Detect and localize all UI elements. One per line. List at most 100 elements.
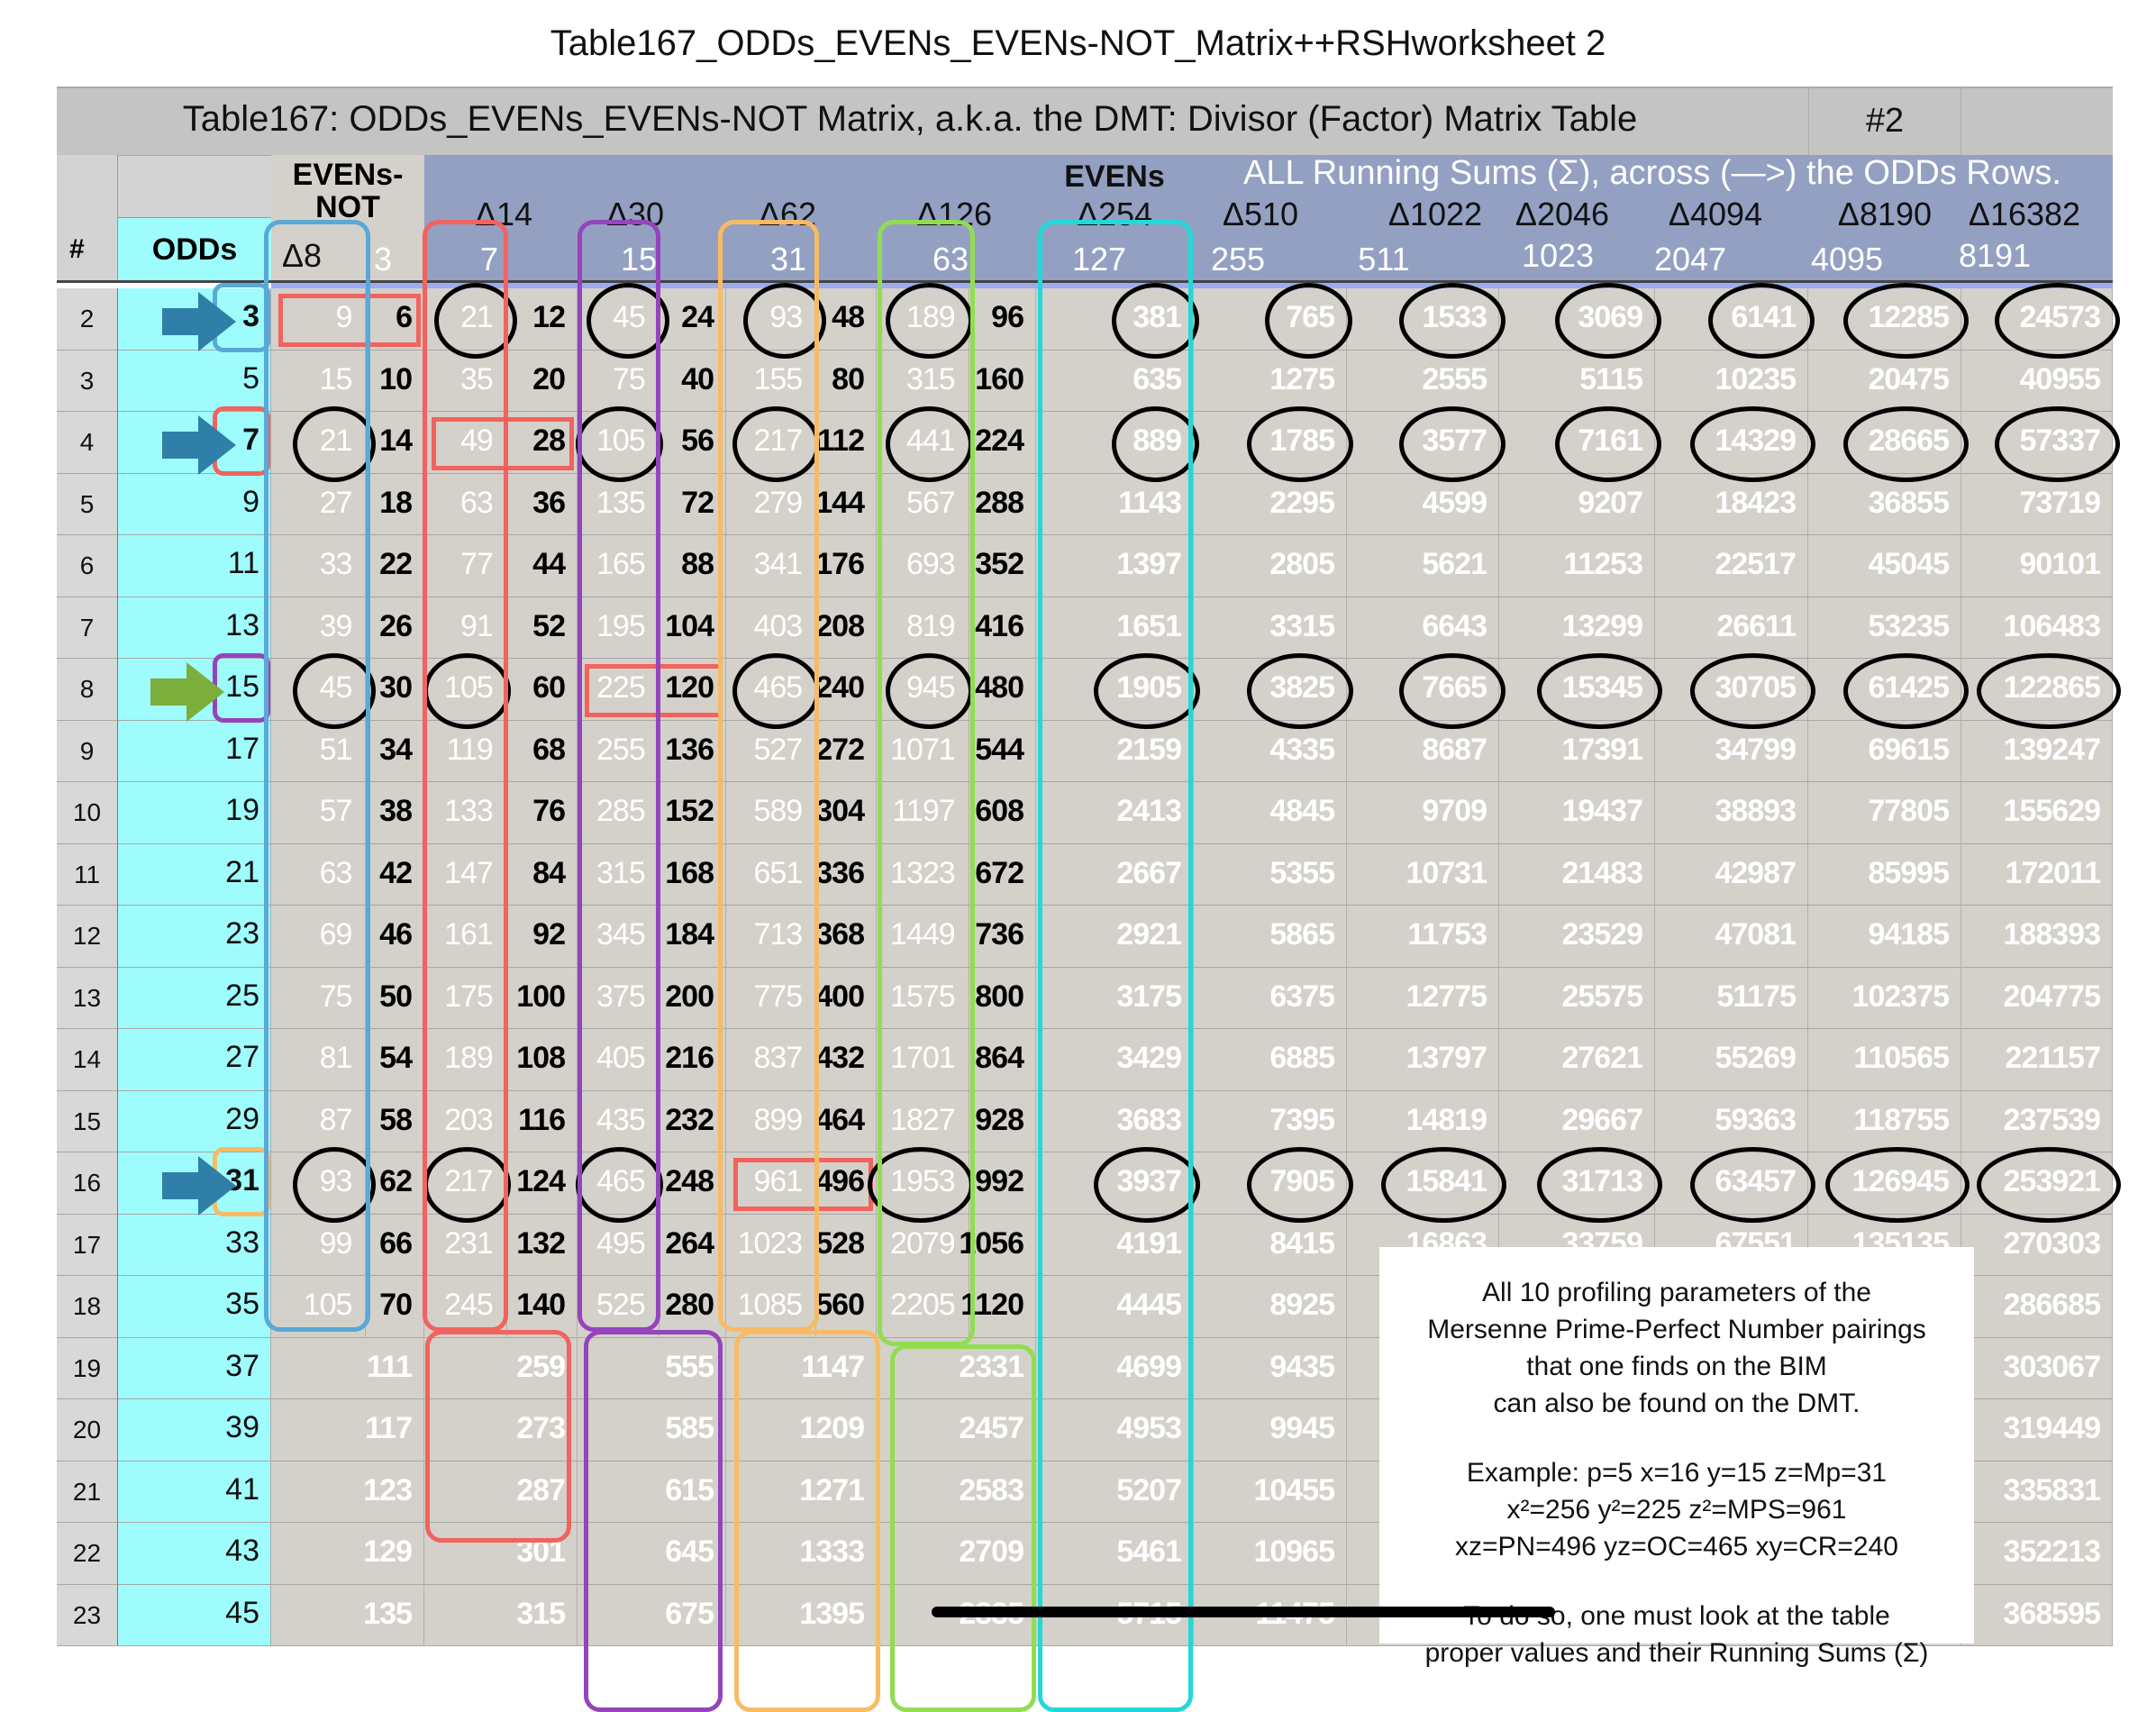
single-cell[interactable] [726, 1461, 877, 1523]
row-number[interactable]: 21 [57, 1461, 118, 1523]
running-sum-cell[interactable] [1194, 967, 1347, 1029]
running-sum-cell[interactable] [1961, 843, 2113, 906]
odd-value-cell[interactable]: 45 [118, 1584, 271, 1646]
running-sum-cell[interactable] [1036, 720, 1194, 782]
pair-cell-a[interactable] [578, 473, 660, 535]
running-sum-cell[interactable] [1499, 535, 1655, 597]
pair-cell-a[interactable] [877, 473, 969, 535]
pair-cell-b[interactable] [506, 473, 578, 535]
odd-value-cell[interactable]: 35 [118, 1276, 271, 1338]
evens-not-column-header[interactable] [271, 155, 424, 282]
pair-cell-a[interactable] [726, 1090, 817, 1152]
pair-cell-b[interactable] [506, 350, 578, 412]
single-cell[interactable] [424, 1399, 578, 1462]
single-cell[interactable] [424, 1461, 578, 1523]
pair-cell-a[interactable] [578, 967, 660, 1029]
running-sum-cell[interactable] [1655, 473, 1808, 535]
running-sum-cell[interactable] [1036, 1090, 1194, 1152]
pair-cell-a[interactable] [726, 1029, 817, 1091]
pair-cell-b[interactable] [506, 1029, 578, 1091]
pair-cell-a[interactable] [424, 1090, 507, 1152]
pair-cell-b[interactable] [659, 1029, 726, 1091]
running-sum-cell[interactable] [1961, 473, 2113, 535]
pair-cell-a[interactable] [877, 720, 969, 782]
pair-cell-a[interactable] [271, 288, 367, 351]
pair-cell-b[interactable] [969, 288, 1036, 351]
pair-cell-a[interactable] [877, 782, 969, 844]
pair-cell-a[interactable] [271, 535, 367, 597]
pair-cell-b[interactable] [506, 1214, 578, 1276]
running-sum-cell[interactable] [1036, 1276, 1194, 1338]
pair-cell-b[interactable] [506, 1152, 578, 1215]
pair-cell-b[interactable] [366, 720, 424, 782]
pair-cell-b[interactable] [506, 412, 578, 474]
pair-cell-b[interactable] [366, 1029, 424, 1091]
running-sum-cell[interactable] [1036, 1523, 1194, 1585]
running-sum-cell[interactable] [1347, 535, 1499, 597]
running-sum-cell[interactable] [1347, 967, 1499, 1029]
single-cell[interactable] [578, 1337, 726, 1399]
pair-cell-a[interactable] [271, 720, 367, 782]
single-cell[interactable] [726, 1523, 877, 1585]
pair-cell-a[interactable] [578, 659, 660, 721]
pair-cell-a[interactable] [578, 720, 660, 782]
pair-cell-b[interactable] [969, 1214, 1036, 1276]
pair-cell-a[interactable] [578, 843, 660, 906]
running-sum-cell[interactable] [1961, 1523, 2113, 1585]
row-number[interactable]: 16 [57, 1152, 118, 1215]
running-sum-cell[interactable] [1808, 782, 1961, 844]
pair-cell-a[interactable] [726, 535, 817, 597]
running-sum-cell[interactable] [1499, 596, 1655, 659]
single-cell[interactable] [271, 1523, 424, 1585]
running-sum-cell[interactable] [1036, 1029, 1194, 1091]
pair-cell-a[interactable] [726, 906, 817, 968]
pair-cell-a[interactable] [877, 535, 969, 597]
running-sum-cell[interactable] [1499, 473, 1655, 535]
pair-cell-b[interactable] [816, 1029, 877, 1091]
row-number[interactable]: 10 [57, 782, 118, 844]
row-number[interactable]: 9 [57, 720, 118, 782]
running-sum-cell[interactable] [1036, 473, 1194, 535]
pair-cell-a[interactable] [877, 1276, 969, 1338]
running-sum-cell[interactable] [1655, 1090, 1808, 1152]
running-sum-cell[interactable] [1194, 1523, 1347, 1585]
running-sum-cell[interactable] [1655, 535, 1808, 597]
pair-cell-b[interactable] [659, 412, 726, 474]
pair-cell-a[interactable] [578, 906, 660, 968]
running-sum-cell[interactable] [1499, 1090, 1655, 1152]
running-sum-cell[interactable] [1036, 350, 1194, 412]
pair-cell-b[interactable] [969, 1276, 1036, 1338]
pair-cell-b[interactable] [366, 906, 424, 968]
pair-cell-b[interactable] [506, 906, 578, 968]
running-sum-cell[interactable] [1347, 596, 1499, 659]
pair-cell-b[interactable] [506, 659, 578, 721]
running-sum-cell[interactable] [1655, 350, 1808, 412]
pair-cell-a[interactable] [424, 782, 507, 844]
pair-cell-a[interactable] [271, 1214, 367, 1276]
pair-cell-a[interactable] [424, 720, 507, 782]
running-sum-cell[interactable] [1036, 1337, 1194, 1399]
running-sum-cell[interactable] [1194, 350, 1347, 412]
pair-cell-a[interactable] [424, 412, 507, 474]
odd-value-cell[interactable]: 17 [118, 720, 271, 782]
pair-cell-b[interactable] [969, 1152, 1036, 1215]
pair-cell-b[interactable] [816, 720, 877, 782]
pair-cell-a[interactable] [578, 596, 660, 659]
pair-cell-a[interactable] [271, 1029, 367, 1091]
single-cell[interactable] [271, 1337, 424, 1399]
row-number[interactable]: 17 [57, 1214, 118, 1276]
single-cell[interactable] [424, 1523, 578, 1585]
running-sum-cell[interactable] [1961, 1337, 2113, 1399]
pair-cell-a[interactable] [877, 596, 969, 659]
pair-cell-b[interactable] [506, 967, 578, 1029]
single-cell[interactable] [578, 1399, 726, 1462]
pair-cell-a[interactable] [877, 843, 969, 906]
pair-cell-a[interactable] [424, 350, 507, 412]
pair-cell-b[interactable] [969, 720, 1036, 782]
running-sum-cell[interactable] [1194, 1214, 1347, 1276]
pair-cell-b[interactable] [969, 412, 1036, 474]
row-number[interactable]: 6 [57, 535, 118, 597]
pair-cell-b[interactable] [506, 1276, 578, 1338]
row-number[interactable]: 13 [57, 967, 118, 1029]
odd-value-cell[interactable]: 41 [118, 1461, 271, 1523]
